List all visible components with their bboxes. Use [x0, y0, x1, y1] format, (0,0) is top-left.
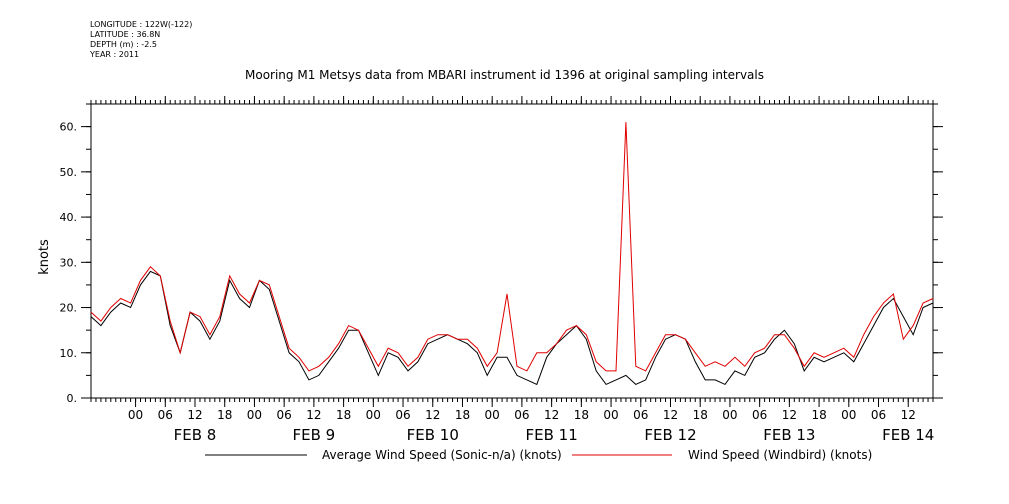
chart-title: Mooring M1 Metsys data from MBARI instru…: [245, 68, 764, 82]
day-label: FEB 14: [882, 426, 934, 444]
x-tick-label: 00: [247, 408, 262, 422]
x-tick-label: 06: [752, 408, 767, 422]
x-tick-label: 18: [811, 408, 826, 422]
day-label: FEB 13: [763, 426, 815, 444]
x-tick-label: 00: [128, 408, 143, 422]
x-tick-label: 00: [722, 408, 737, 422]
y-tick-label: 30.: [60, 256, 78, 269]
legend-label: Average Wind Speed (Sonic-n/a) (knots): [322, 448, 562, 462]
legend-label: Wind Speed (Windbird) (knots): [688, 448, 872, 462]
x-tick-label: 06: [395, 408, 410, 422]
x-tick-label: 18: [217, 408, 232, 422]
x-tick-label: 18: [455, 408, 470, 422]
series-line-sonic: [90, 270, 934, 386]
x-tick-label: 12: [544, 408, 559, 422]
legend-layer: Average Wind Speed (Sonic-n/a) (knots) Wi…: [205, 448, 872, 462]
y-tick-label: 0.: [67, 392, 78, 405]
day-label: FEB 10: [407, 426, 459, 444]
longitude-label: LONGITUDE : 122W(-122): [90, 20, 193, 29]
x-tick-label: 06: [514, 408, 529, 422]
x-tick-label: 18: [574, 408, 589, 422]
y-tick-label: 10.: [60, 347, 78, 360]
x-tick-label: 12: [187, 408, 202, 422]
day-label: FEB 12: [644, 426, 696, 444]
y-tick-label: 60.: [60, 121, 78, 134]
x-tick-label: 06: [871, 408, 886, 422]
day-label: FEB 11: [525, 426, 577, 444]
x-tick-label: 06: [277, 408, 292, 422]
x-tick-label: 12: [782, 408, 797, 422]
x-tick-label: 00: [603, 408, 618, 422]
x-tick-label: 12: [425, 408, 440, 422]
x-tick-label: 12: [306, 408, 321, 422]
x-tick-label: 00: [366, 408, 381, 422]
latitude-label: LATITUDE : 36.8N: [90, 30, 161, 39]
labels-layer: 00 06 12 18 00 06 12 18 00 06 12 18 00 06 12 18 00 06 12 18…: [37, 121, 934, 444]
axes-layer: [81, 96, 943, 407]
x-tick-label: 18: [336, 408, 351, 422]
x-tick-label: 18: [693, 408, 708, 422]
x-tick-label: 00: [841, 408, 856, 422]
metadata-block: LONGITUDE : 122W(-122) LATITUDE : 36.8N …: [90, 20, 192, 60]
series-layer: [90, 122, 934, 386]
day-label: FEB 8: [174, 426, 217, 444]
x-tick-label: 00: [485, 408, 500, 422]
x-tick-label: 06: [633, 408, 648, 422]
x-tick-label: 12: [901, 408, 916, 422]
series-line-windbird: [90, 122, 934, 372]
y-tick-label: 40.: [60, 211, 78, 224]
depth-label: DEPTH (m) : -2.5: [90, 40, 157, 49]
plot-frame: [90, 103, 934, 399]
x-tick-label: 06: [158, 408, 173, 422]
y-axis-label: knots: [37, 239, 52, 275]
year-label: YEAR : 2011: [90, 50, 140, 59]
day-label: FEB 9: [293, 426, 336, 444]
y-tick-label: 20.: [60, 302, 78, 315]
x-tick-label: 12: [663, 408, 678, 422]
y-tick-label: 50.: [60, 166, 78, 179]
